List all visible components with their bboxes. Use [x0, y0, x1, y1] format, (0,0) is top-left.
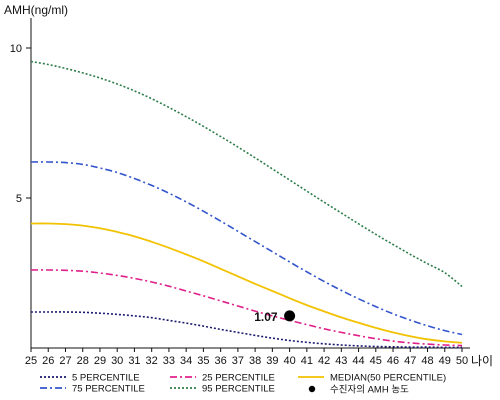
x-tick-label: 29 [94, 355, 106, 367]
x-tick-label: 30 [111, 355, 123, 367]
x-tick-label: 32 [146, 355, 158, 367]
y-tick-label: 5 [16, 193, 22, 205]
x-tick-label: 35 [197, 355, 209, 367]
y-tick-label: 10 [10, 43, 22, 55]
y-ticks: 5 10 [10, 43, 31, 205]
x-tick-label: 42 [318, 355, 330, 367]
legend-label-1: 25 PERCENTILE [202, 373, 275, 384]
legend-label-4: 95 PERCENTILE [202, 384, 275, 395]
x-tick-label: 41 [301, 355, 313, 367]
x-tick-label: 33 [163, 355, 175, 367]
x-tick-label: 48 [421, 355, 433, 367]
legend-label-0: 5 PERCENTILE [72, 373, 140, 384]
x-tick-label: 26 [42, 355, 54, 367]
series-lines [30, 60, 463, 349]
x-tick-label: 49 [439, 355, 451, 367]
x-tick-label: 34 [180, 355, 192, 367]
x-tick-label: 40 [283, 355, 295, 367]
x-tick-label: 45 [370, 355, 382, 367]
y-axis-title: AMH(ng/ml) [4, 3, 68, 17]
x-ticks: 25 26 27 28 29 30 31 32 33 34 35 36 37 38 39 40 41 42 43 44… [25, 348, 468, 367]
series-line-3 [30, 161, 463, 336]
x-tick-label: 39 [266, 355, 278, 367]
x-tick-label: 37 [232, 355, 244, 367]
legend: 5 PERCENTILE 25 PERCENTILE MEDIAN(50 PERCE… [40, 373, 446, 396]
patient-amh-value-label: 1.07 [254, 310, 278, 324]
x-tick-label: 27 [59, 355, 71, 367]
legend-marker-swatch [308, 385, 316, 393]
patient-amh-point [284, 310, 296, 322]
legend-label-2: MEDIAN(50 PERCENTILE) [330, 373, 446, 384]
series-line-2 [30, 222, 463, 344]
x-tick-label: 36 [215, 355, 227, 367]
x-tick-label: 38 [249, 355, 261, 367]
series-line-1 [30, 269, 463, 347]
x-tick-label: 46 [387, 355, 399, 367]
legend-marker-label: 수진자의 AMH 농도 [330, 385, 409, 396]
series-line-0 [30, 311, 462, 349]
x-tick-label: 47 [404, 355, 416, 367]
x-tick-label: 44 [352, 355, 364, 367]
marker-layer: 1.07 [254, 310, 296, 324]
x-tick-label: 43 [335, 355, 347, 367]
legend-label-3: 75 PERCENTILE [72, 384, 145, 395]
x-axis-title: 나이 [471, 354, 493, 368]
x-tick-label: 31 [128, 355, 140, 367]
x-tick-label: 28 [77, 355, 89, 367]
x-tick-label: 50 [456, 355, 468, 367]
series-line-4 [30, 60, 463, 288]
x-tick-label: 25 [25, 355, 37, 367]
